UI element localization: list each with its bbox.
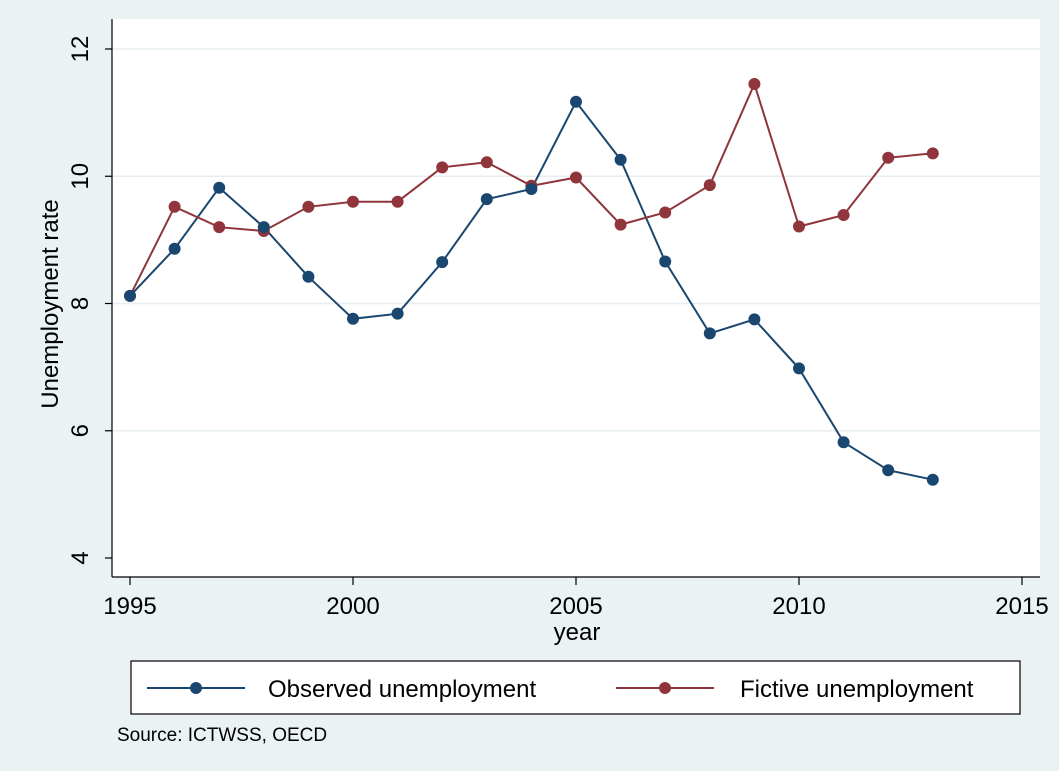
x-tick-label: 2010 [772, 593, 825, 620]
series-0-point [659, 255, 672, 268]
series-1-point [570, 171, 582, 184]
series-1-point [703, 179, 716, 192]
series-0-point [302, 270, 315, 283]
x-tick-label: 2000 [326, 593, 379, 620]
series-0-point [347, 312, 359, 325]
y-axis-label: Unemployment rate [37, 199, 64, 408]
series-0-point [525, 182, 538, 195]
series-0-point [436, 256, 449, 269]
series-0-point [837, 436, 850, 449]
series-0-point [926, 473, 939, 486]
legend-label-0: Observed unemployment [268, 676, 536, 703]
y-tick-label: 6 [67, 424, 94, 437]
x-tick-label: 1995 [103, 593, 156, 620]
series-1-point [659, 206, 672, 219]
series-1-point [347, 195, 359, 208]
series-0-point [480, 193, 493, 206]
series-0-point [793, 362, 805, 375]
x-tick-label: 2015 [995, 593, 1048, 620]
y-tick-label: 8 [67, 297, 94, 310]
series-markers [124, 77, 939, 486]
legend-marker-1 [659, 682, 671, 694]
series-1-point [748, 77, 761, 90]
series-0-point [124, 289, 136, 302]
x-axis-label: year [554, 619, 601, 646]
y-tick-label: 12 [67, 36, 94, 63]
series-1-point [302, 200, 315, 213]
series-0-point [168, 242, 181, 255]
series-0-point [213, 181, 226, 194]
y-tick-label: 10 [67, 163, 94, 190]
source-note: Source: ICTWSS, OECD [117, 725, 327, 746]
legend: Observed unemployment Fictive unemploymen… [147, 676, 974, 703]
series-1-point [882, 151, 895, 164]
axes [105, 19, 1040, 585]
series-1-point [436, 161, 449, 174]
x-tick-label: 2005 [549, 593, 602, 620]
series-0-point [570, 95, 582, 108]
series-1-point [168, 200, 181, 213]
series-0-point [882, 464, 895, 477]
series-1-point [926, 147, 939, 160]
series-0-point [614, 153, 627, 166]
series-1-point [480, 156, 493, 169]
series-1-point [391, 195, 404, 208]
series-0-point [748, 313, 761, 326]
y-tick-label: 4 [67, 551, 94, 564]
legend-label-1: Fictive unemployment [740, 676, 974, 703]
legend-box [130, 660, 1021, 715]
series-0-point [391, 307, 404, 320]
series-1-point [614, 218, 627, 231]
series-0-point [257, 221, 270, 234]
plot-area [112, 19, 1040, 577]
tick-labels: 4 6 8 10 12 1995 2000 2005 2010 2015 [67, 36, 1049, 620]
series-0-point [703, 327, 716, 340]
series-1-point [793, 220, 805, 233]
series-1-point [213, 221, 226, 234]
legend-marker-0 [190, 682, 202, 694]
series-1-point [837, 209, 850, 222]
